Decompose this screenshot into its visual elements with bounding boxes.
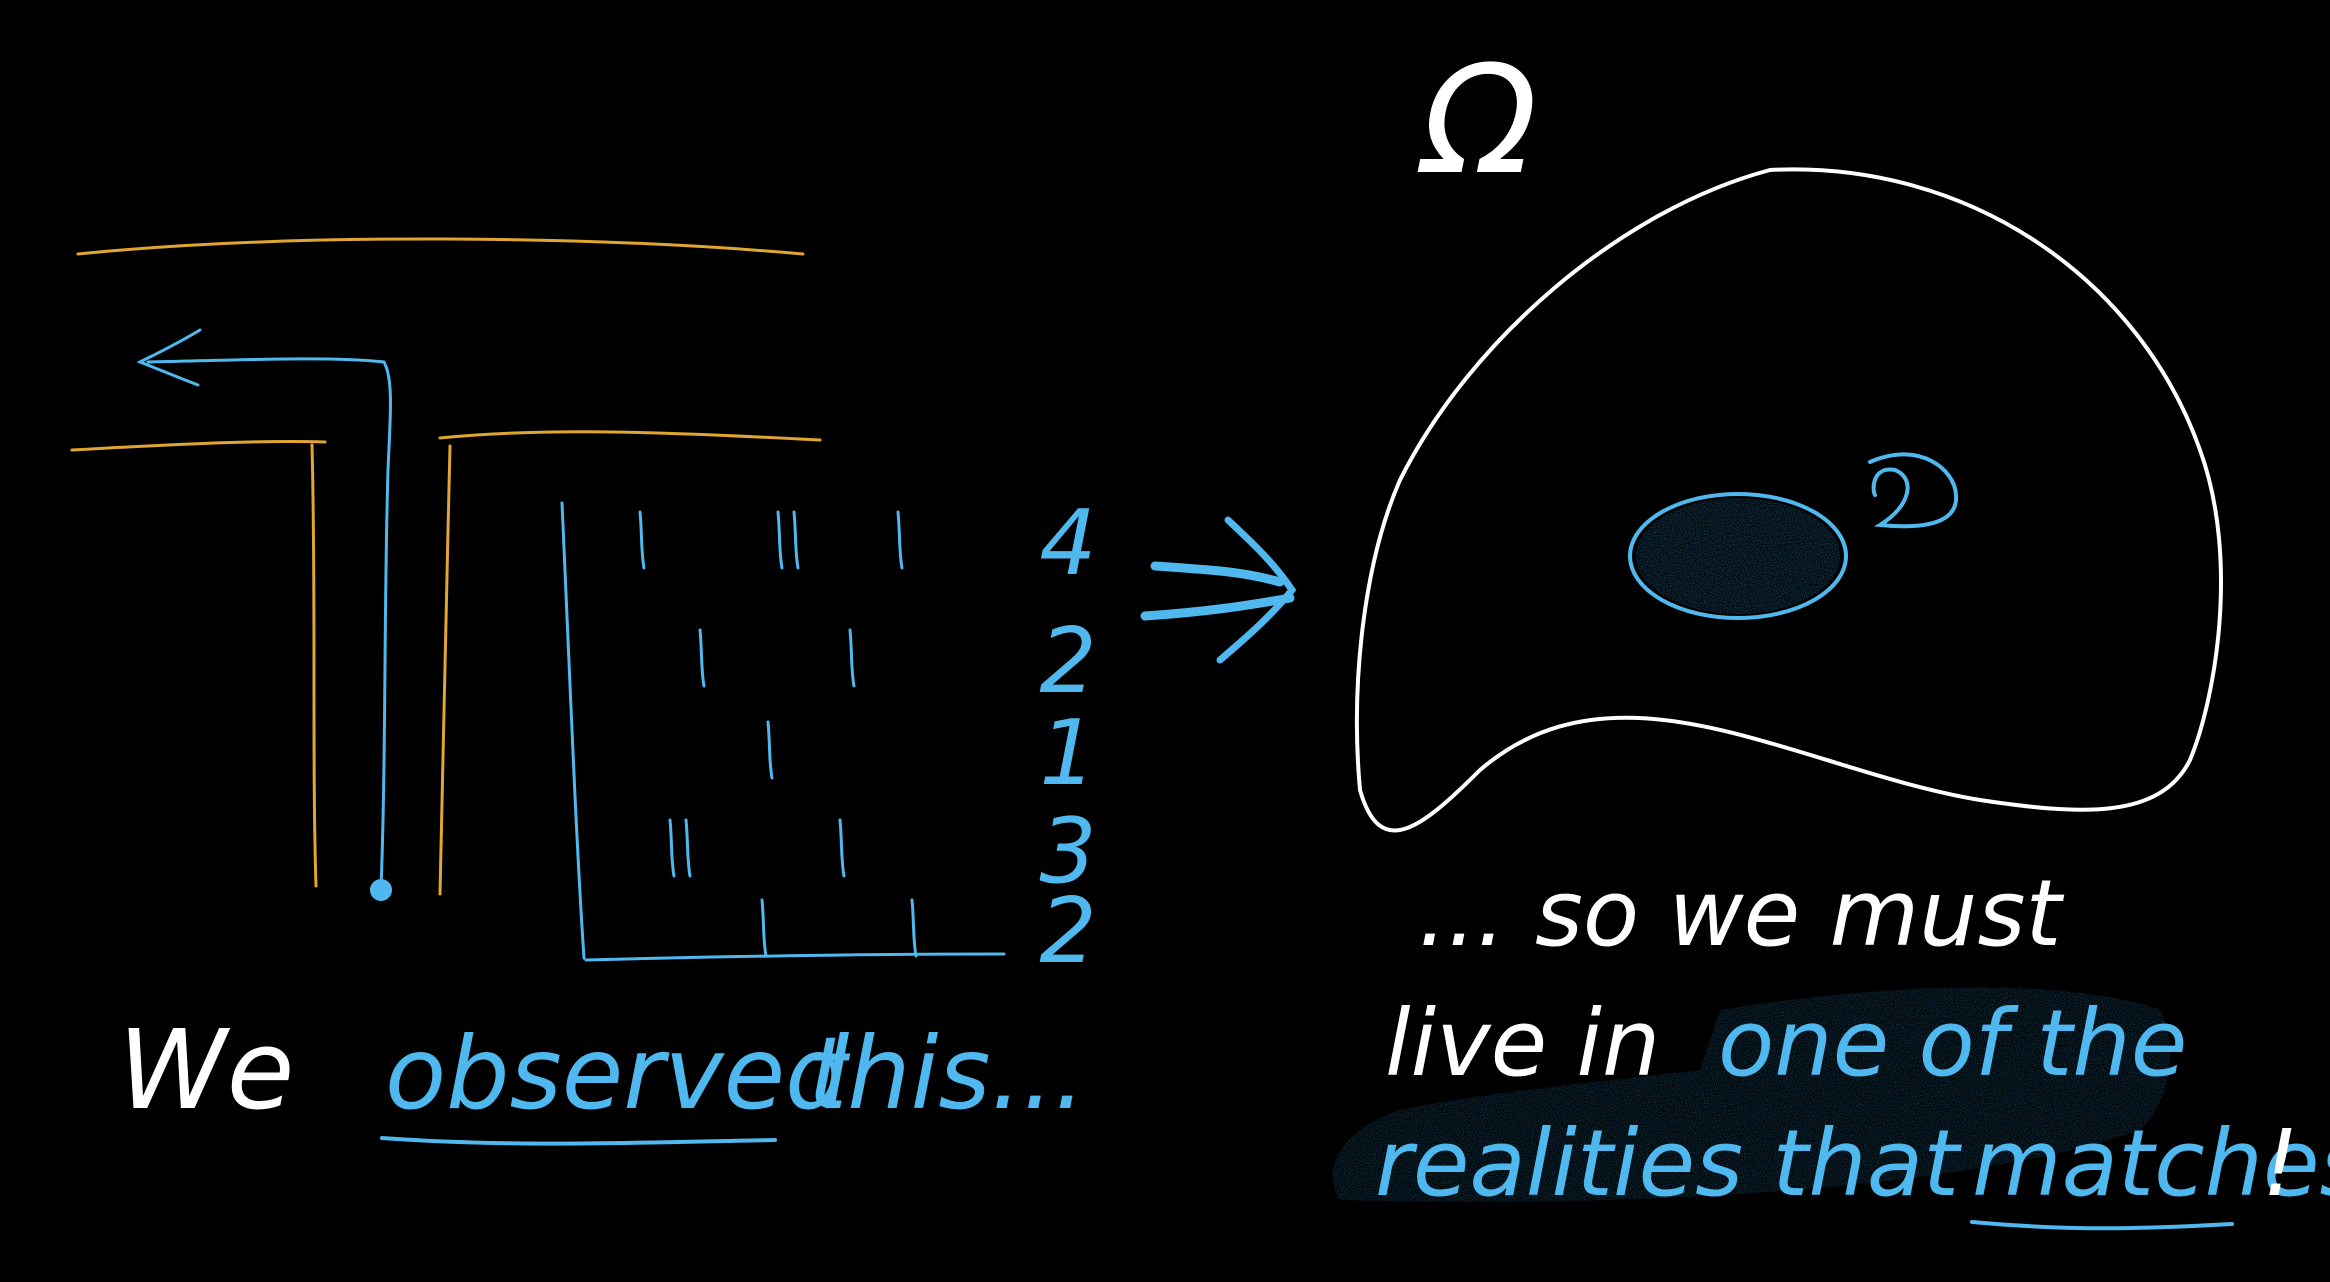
tally-mark: [698, 628, 706, 688]
observed-underline: [380, 1136, 777, 1146]
left-caption: We observed this...: [118, 1006, 1086, 1146]
row-total: 2: [1039, 879, 1096, 984]
right-caption: ... so we must live in one of the realit…: [1332, 860, 2330, 1231]
row-total: 3: [1039, 799, 1096, 904]
row-total: 2: [1039, 609, 1096, 714]
tally-mark: [776, 510, 784, 570]
caption-line1: ... so we must: [1418, 860, 2064, 967]
maze-right-arm-wall: [438, 430, 822, 442]
matching-region-shading: [1636, 498, 1840, 614]
tally-mark: [896, 510, 904, 570]
tally-mark: [766, 720, 774, 780]
caption-this: this...: [808, 1015, 1086, 1132]
maze-left-arm-wall: [70, 439, 327, 452]
matching-region-outline: [1628, 492, 1848, 620]
caption-line3-matches: matches: [1972, 1110, 2330, 1217]
tally-mark: [684, 818, 692, 878]
caption-line2-blue: one of the: [1718, 990, 2187, 1097]
row-total: 1: [1039, 701, 1096, 806]
table-bottom-axis: [584, 952, 1006, 962]
maze-left-stem-wall: [310, 443, 318, 888]
mouse-path: [136, 328, 392, 901]
caption-we: We: [118, 1006, 294, 1134]
tally-mark: [638, 510, 646, 570]
crescent-region: [1868, 452, 1959, 529]
tally-mark: [848, 628, 856, 688]
tally-mark: [910, 898, 918, 958]
possible-realities-blob: [1354, 167, 2223, 833]
arrow-head-icon: [136, 328, 202, 387]
caption-observed: observed: [385, 1015, 849, 1132]
caption-exclamation: !: [2262, 1110, 2299, 1217]
t-maze: [70, 237, 822, 896]
tally-mark: [668, 818, 676, 878]
tally-mark: [838, 818, 846, 878]
maze-right-stem-wall: [438, 444, 452, 896]
caption-line3-realities: realities that: [1375, 1110, 1962, 1217]
matching-region: [1628, 492, 1848, 620]
row-total: 4: [1039, 491, 1096, 596]
maze-top-wall: [76, 237, 805, 256]
caption-highlight: [1332, 987, 2171, 1202]
matches-underline: [1970, 1220, 2234, 1231]
tally-marks: [638, 510, 918, 958]
tally-mark: [792, 510, 800, 570]
observation-table: [560, 501, 1006, 962]
implies-arrow-icon: [1140, 516, 1297, 664]
omega-label: Ω: [1417, 34, 1538, 208]
path-line: [146, 357, 392, 890]
tally-mark: [760, 898, 768, 958]
mouse-start-dot: [370, 879, 392, 901]
table-left-axis: [560, 501, 586, 960]
caption-line2-white: live in: [1385, 990, 1660, 1097]
